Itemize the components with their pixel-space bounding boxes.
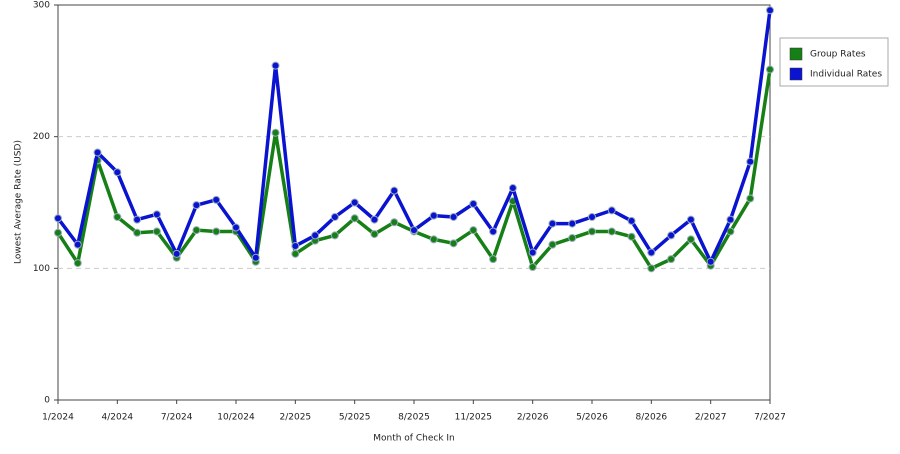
x-tick-label: 11/2025 [455,413,492,423]
y-axis-label: Lowest Average Rate (USD) [14,140,24,264]
x-tick-label: 8/2025 [398,413,430,423]
data-point [429,211,438,220]
data-point [271,61,280,70]
data-point [390,186,399,195]
x-tick-label: 4/2024 [101,413,133,423]
data-point [607,227,616,236]
x-tick-label: 10/2024 [217,413,255,423]
data-point [667,231,676,240]
data-point [548,240,557,249]
x-tick-label: 5/2026 [576,413,608,423]
data-point [330,212,339,221]
y-tick-label: 300 [33,1,50,11]
x-tick-label: 2/2025 [279,413,311,423]
data-point [212,195,221,204]
series-line [56,10,772,264]
data-point [588,227,596,236]
data-point [627,216,636,225]
x-tick-label: 7/2024 [161,413,193,423]
y-tick-label: 200 [33,132,50,142]
data-point [726,215,735,224]
data-point [133,215,142,224]
data-point [627,232,636,241]
data-point [291,241,300,250]
data-point [54,214,62,223]
legend-swatch [789,67,803,81]
y-tick-label: 0 [44,396,50,406]
data-point [449,239,458,248]
data-point [350,214,359,223]
series-line [56,69,772,271]
data-point [667,255,676,264]
data-point [350,198,359,207]
data-point [232,223,240,232]
data-point [192,226,201,235]
data-point [410,226,418,235]
x-tick-label: 7/2027 [754,413,786,423]
data-point [113,168,122,177]
data-point [686,235,695,244]
data-point [311,231,320,240]
data-point [449,212,458,221]
x-axis-label: Month of Check In [373,434,455,444]
data-point [489,255,498,264]
data-point [548,219,557,228]
data-point [251,253,260,262]
data-point [489,227,498,236]
data-point [370,230,379,239]
data-point [528,248,537,257]
data-point [152,210,161,219]
data-point [73,259,82,268]
data-point [746,157,755,166]
data-point [469,226,478,235]
data-point [291,249,300,258]
data-point [271,128,280,137]
data-point [686,215,695,224]
data-point [568,219,577,228]
x-tick-label: 8/2026 [635,413,667,423]
data-point [113,212,122,221]
x-tick-label: 2/2027 [695,413,727,423]
data-point [746,194,755,203]
data-point [469,199,478,208]
legend-swatch [789,47,803,61]
data-point [528,263,537,272]
data-point [93,148,102,157]
data-point [588,212,596,221]
data-point [429,235,438,244]
legend-label: Group Rates [810,50,866,60]
y-tick-label: 100 [33,264,50,274]
x-tick-label: 5/2025 [339,413,371,423]
legend-label: Individual Rates [810,70,882,80]
data-point [647,264,656,273]
data-point [212,227,221,236]
x-tick-label: 1/2024 [42,413,74,423]
data-point [192,201,201,210]
data-point [54,228,62,237]
data-point [766,65,774,74]
data-point [390,218,399,227]
data-point [133,228,142,237]
x-tick-label: 2/2026 [517,413,549,423]
data-point [647,248,656,257]
data-point [152,227,161,236]
data-point [568,234,577,243]
data-point [370,215,379,224]
plot-frame [57,4,771,401]
data-point [330,231,339,240]
data-point [766,6,774,15]
data-point [73,240,82,249]
data-point [508,184,517,193]
data-point [706,257,715,266]
data-point [607,206,616,215]
data-point [726,227,735,236]
data-point [172,249,181,258]
